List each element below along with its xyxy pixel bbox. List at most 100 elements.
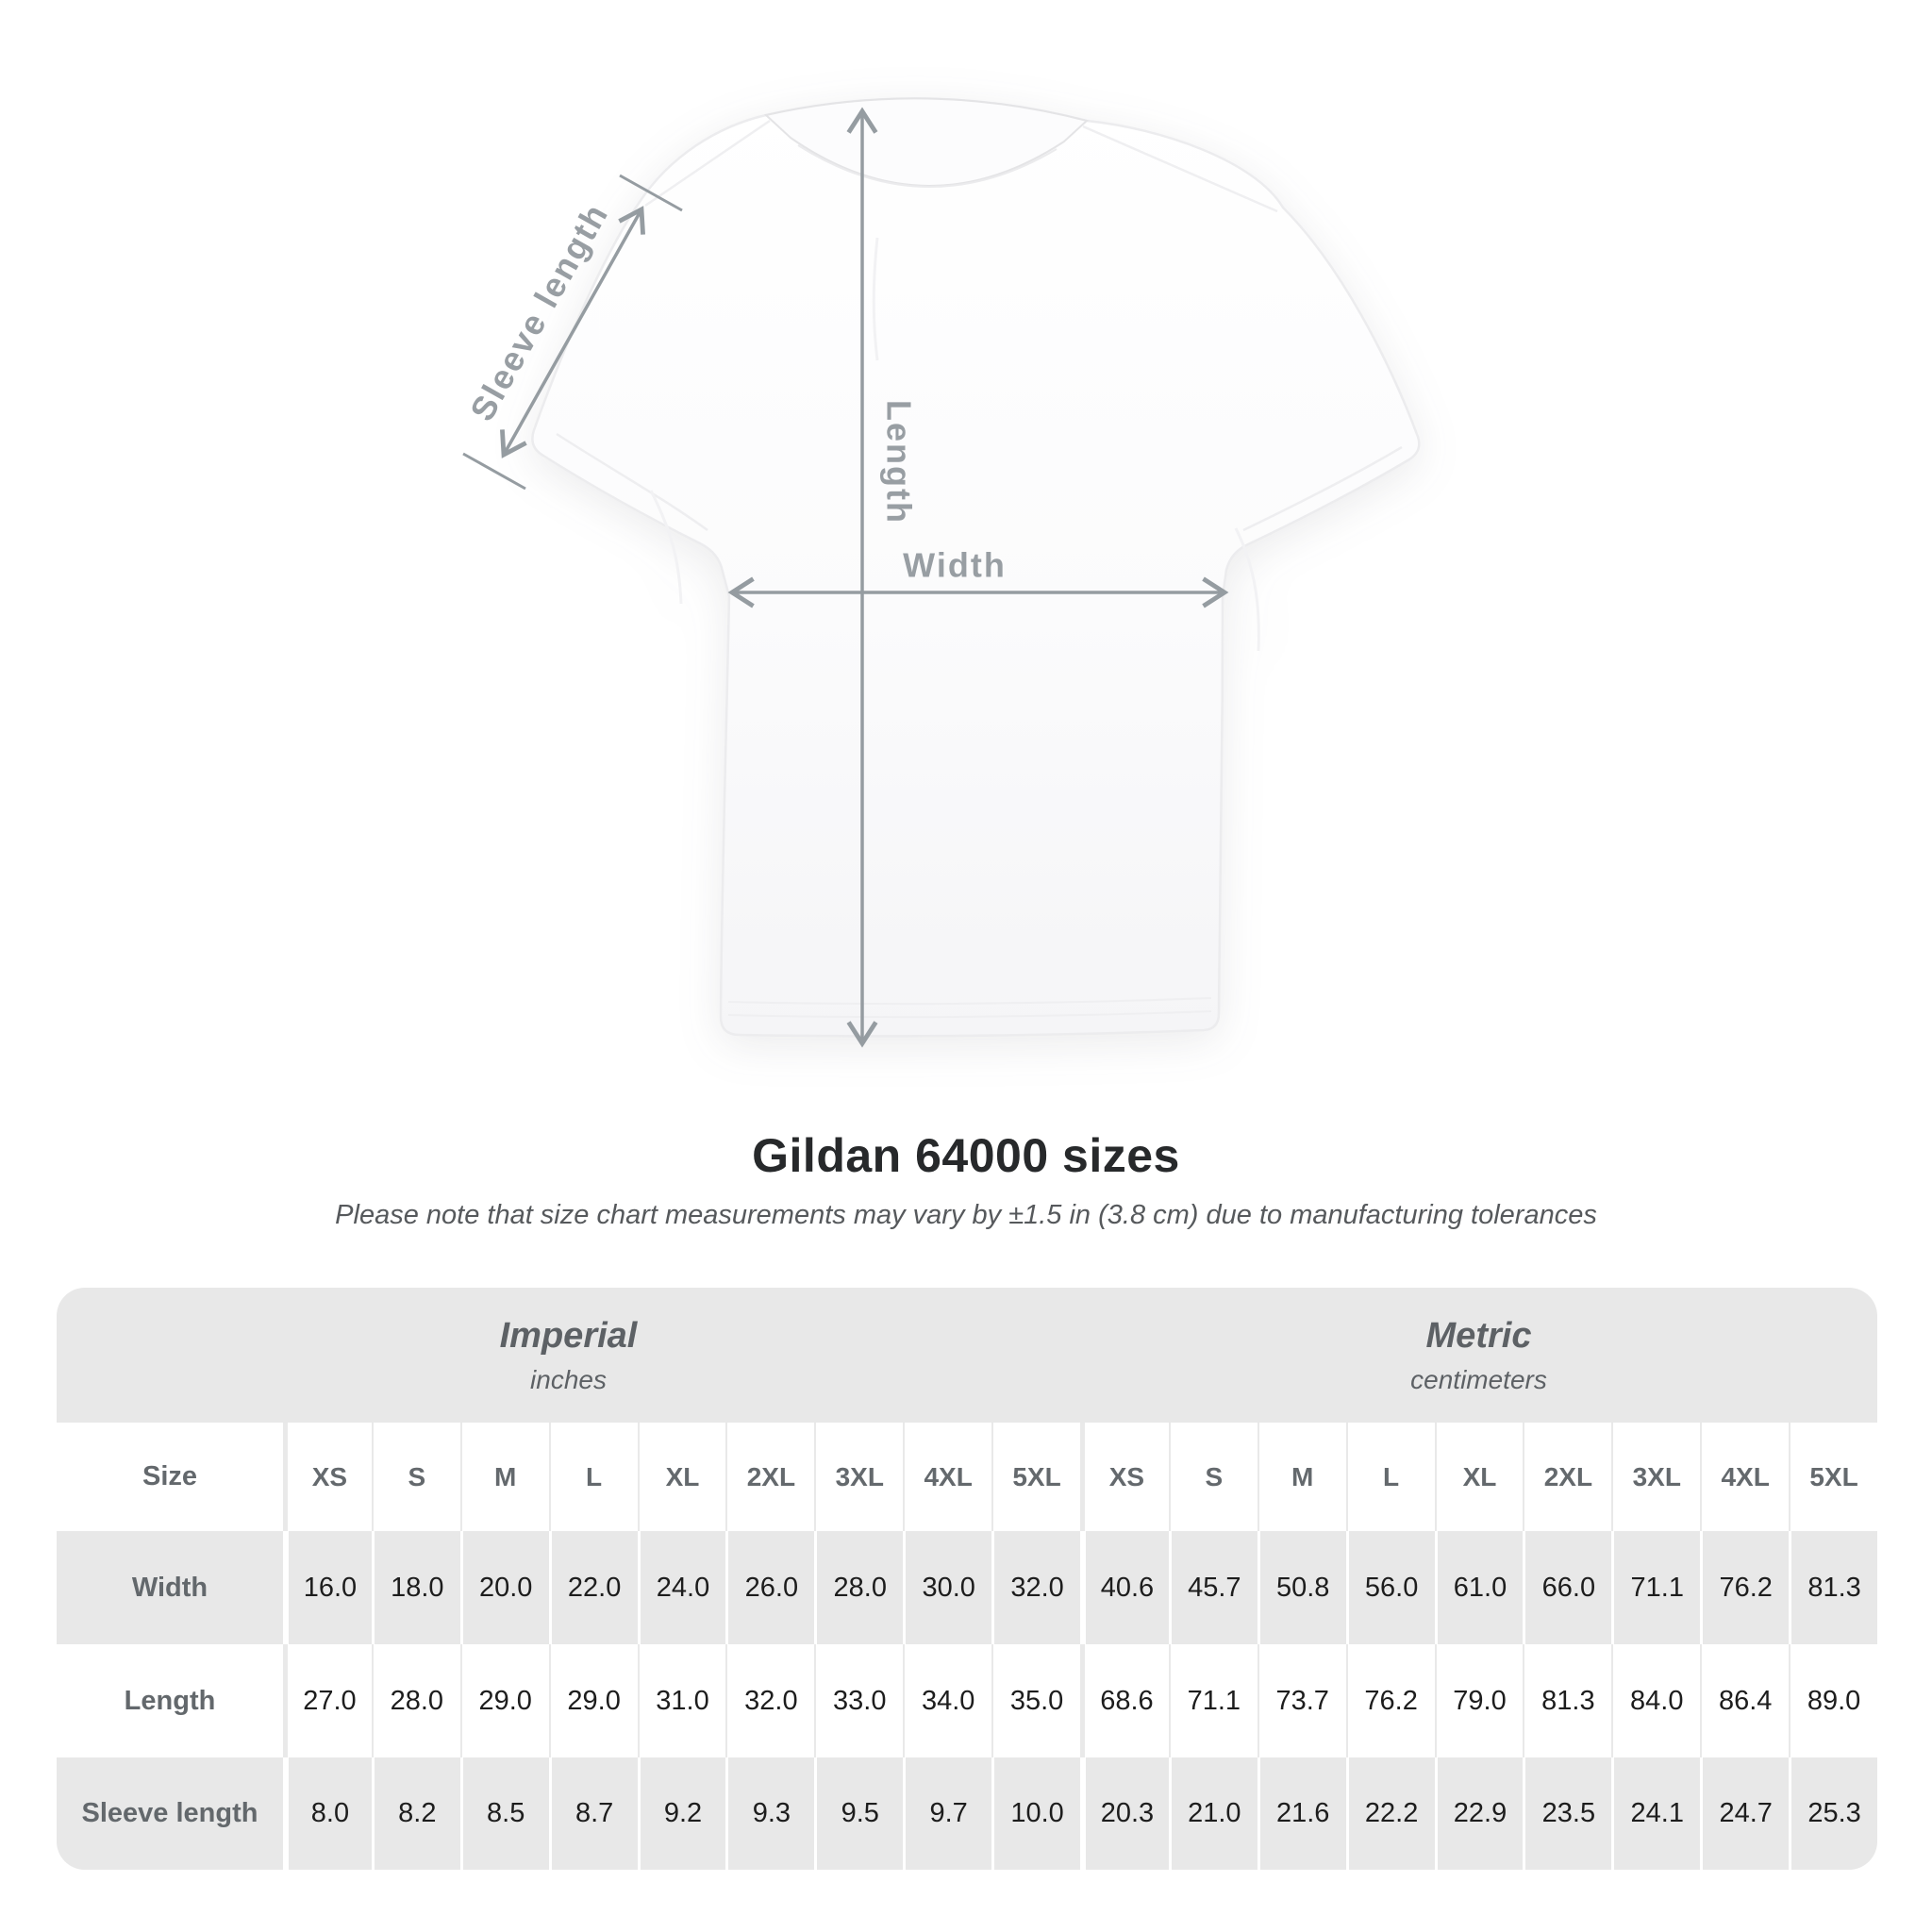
hem-stitch	[727, 997, 1212, 1019]
size-value-cell: 32.0	[725, 1644, 814, 1757]
size-value-cell: 24.7	[1700, 1757, 1789, 1870]
size-value-cell: 81.3	[1789, 1531, 1877, 1644]
imperial-header: Imperial inches	[57, 1288, 1080, 1423]
size-header-cell: 5XL	[1789, 1423, 1877, 1531]
imperial-header-name: Imperial	[499, 1315, 638, 1356]
size-value-cell: 89.0	[1789, 1644, 1877, 1757]
size-value-cell: 9.5	[814, 1757, 903, 1870]
size-header-cell: XS	[283, 1423, 372, 1531]
size-table: Imperial inches Metric centimeters Size …	[57, 1288, 1877, 1870]
imperial-header-unit: inches	[530, 1364, 607, 1394]
row-label: Length	[124, 1685, 216, 1716]
tshirt-measurement-diagram: Sleeve length Length Width	[462, 97, 1421, 1048]
width-label: Width	[903, 546, 1007, 585]
size-value-cell: 10.0	[991, 1757, 1080, 1870]
size-value-cell: 31.0	[637, 1644, 726, 1757]
size-header-cell: 4XL	[1700, 1423, 1789, 1531]
size-value-cell: 50.8	[1257, 1531, 1346, 1644]
size-value-cell: 22.9	[1434, 1757, 1524, 1870]
size-value-cell: 79.0	[1434, 1644, 1524, 1757]
size-header-cell: XL	[1434, 1423, 1524, 1531]
page-subtitle: Please note that size chart measurements…	[335, 1200, 1597, 1230]
unit-header-row: Imperial inches Metric centimeters	[57, 1288, 1877, 1423]
size-value-cell: 73.7	[1257, 1644, 1346, 1757]
size-header-cell: 2XL	[1523, 1423, 1611, 1531]
shoulder-seam-right	[1082, 125, 1278, 213]
metric-header-name: Metric	[1425, 1315, 1532, 1356]
size-value-cell: 33.0	[814, 1644, 903, 1757]
shoulder-seam-left	[644, 119, 771, 208]
size-value-cell: 40.6	[1079, 1531, 1169, 1644]
size-value-cell: 21.0	[1168, 1757, 1257, 1870]
size-header-cell: M	[459, 1423, 549, 1531]
size-value-cell: 27.0	[283, 1644, 372, 1757]
metric-header: Metric centimeters	[1080, 1288, 1877, 1423]
size-header-cell: L	[548, 1423, 638, 1531]
size-value-cell: 8.7	[548, 1757, 638, 1870]
size-value-cell: 9.2	[637, 1757, 726, 1870]
size-value-cell: 26.0	[725, 1531, 814, 1644]
size-value-cell: 8.2	[371, 1757, 460, 1870]
size-value-cell: 8.0	[283, 1757, 372, 1870]
size-value-cell: 8.5	[459, 1757, 549, 1870]
size-value-cell: 29.0	[459, 1644, 549, 1757]
size-value-cell: 76.2	[1700, 1531, 1789, 1644]
size-header-cell: M	[1257, 1423, 1346, 1531]
metric-header-unit: centimeters	[1410, 1364, 1547, 1394]
size-value-cell: 76.2	[1345, 1644, 1435, 1757]
size-value-cell: 9.3	[725, 1757, 814, 1870]
size-value-cell: 45.7	[1168, 1531, 1257, 1644]
size-header-cell: XL	[637, 1423, 726, 1531]
size-value-cell: 84.0	[1611, 1644, 1700, 1757]
size-header-cell: XS	[1079, 1423, 1169, 1531]
size-value-cell: 29.0	[548, 1644, 638, 1757]
size-header-cell: L	[1345, 1423, 1435, 1531]
size-value-cell: 66.0	[1523, 1531, 1611, 1644]
size-value-cell: 56.0	[1345, 1531, 1435, 1644]
size-column-header: Size	[142, 1461, 198, 1491]
row-label: Width	[131, 1572, 208, 1603]
size-value-cell: 16.0	[283, 1531, 372, 1644]
size-value-cell: 61.0	[1434, 1531, 1524, 1644]
size-value-cell: 81.3	[1523, 1644, 1611, 1757]
row-label: Sleeve length	[81, 1798, 258, 1828]
table-row-length: Length 27.0 28.0 29.0 29.0 31.0 32.0 33.…	[57, 1644, 1877, 1757]
size-value-cell: 20.0	[459, 1531, 549, 1644]
sleeve-length-arrow	[500, 206, 645, 458]
size-value-cell: 35.0	[991, 1644, 1080, 1757]
table-row-sleeve-length: Sleeve length 8.0 8.2 8.5 8.7 9.2 9.3 9.…	[57, 1757, 1877, 1870]
size-value-cell: 24.0	[637, 1531, 726, 1644]
size-header-cell: 3XL	[814, 1423, 903, 1531]
size-header-cell: 5XL	[991, 1423, 1080, 1531]
fabric-crease-right	[1234, 527, 1260, 652]
sleeve-length-extension-ticks	[462, 174, 683, 491]
length-label: Length	[879, 400, 918, 525]
size-value-cell: 20.3	[1079, 1757, 1169, 1870]
size-value-cell: 71.1	[1611, 1531, 1700, 1644]
size-value-cell: 21.6	[1257, 1757, 1346, 1870]
size-value-cell: 9.7	[903, 1757, 991, 1870]
size-value-cell: 68.6	[1079, 1644, 1169, 1757]
table-row-width: Width 16.0 18.0 20.0 22.0 24.0 26.0 28.0…	[57, 1531, 1877, 1644]
size-value-cell: 22.2	[1345, 1757, 1435, 1870]
size-header-cell: S	[371, 1423, 460, 1531]
size-value-cell: 28.0	[814, 1531, 903, 1644]
size-value-cell: 30.0	[903, 1531, 991, 1644]
size-value-cell: 34.0	[903, 1644, 991, 1757]
size-value-cell: 28.0	[371, 1644, 460, 1757]
size-value-cell: 86.4	[1700, 1644, 1789, 1757]
size-header-cell: 4XL	[903, 1423, 991, 1531]
size-value-cell: 71.1	[1168, 1644, 1257, 1757]
size-header-row: Size XS S M L XL 2XL 3XL 4XL 5XL XS S M …	[57, 1423, 1877, 1531]
size-value-cell: 32.0	[991, 1531, 1080, 1644]
size-value-cell: 22.0	[548, 1531, 638, 1644]
sleeve-stitch-right	[1242, 445, 1403, 532]
size-header-cell: 2XL	[725, 1423, 814, 1531]
size-value-cell: 23.5	[1523, 1757, 1611, 1870]
collar-stitch	[797, 144, 1058, 188]
size-value-cell: 24.1	[1611, 1757, 1700, 1870]
page-title: Gildan 64000 sizes	[752, 1129, 1180, 1182]
size-header-cell: S	[1168, 1423, 1257, 1531]
fabric-crease-left	[649, 490, 683, 605]
